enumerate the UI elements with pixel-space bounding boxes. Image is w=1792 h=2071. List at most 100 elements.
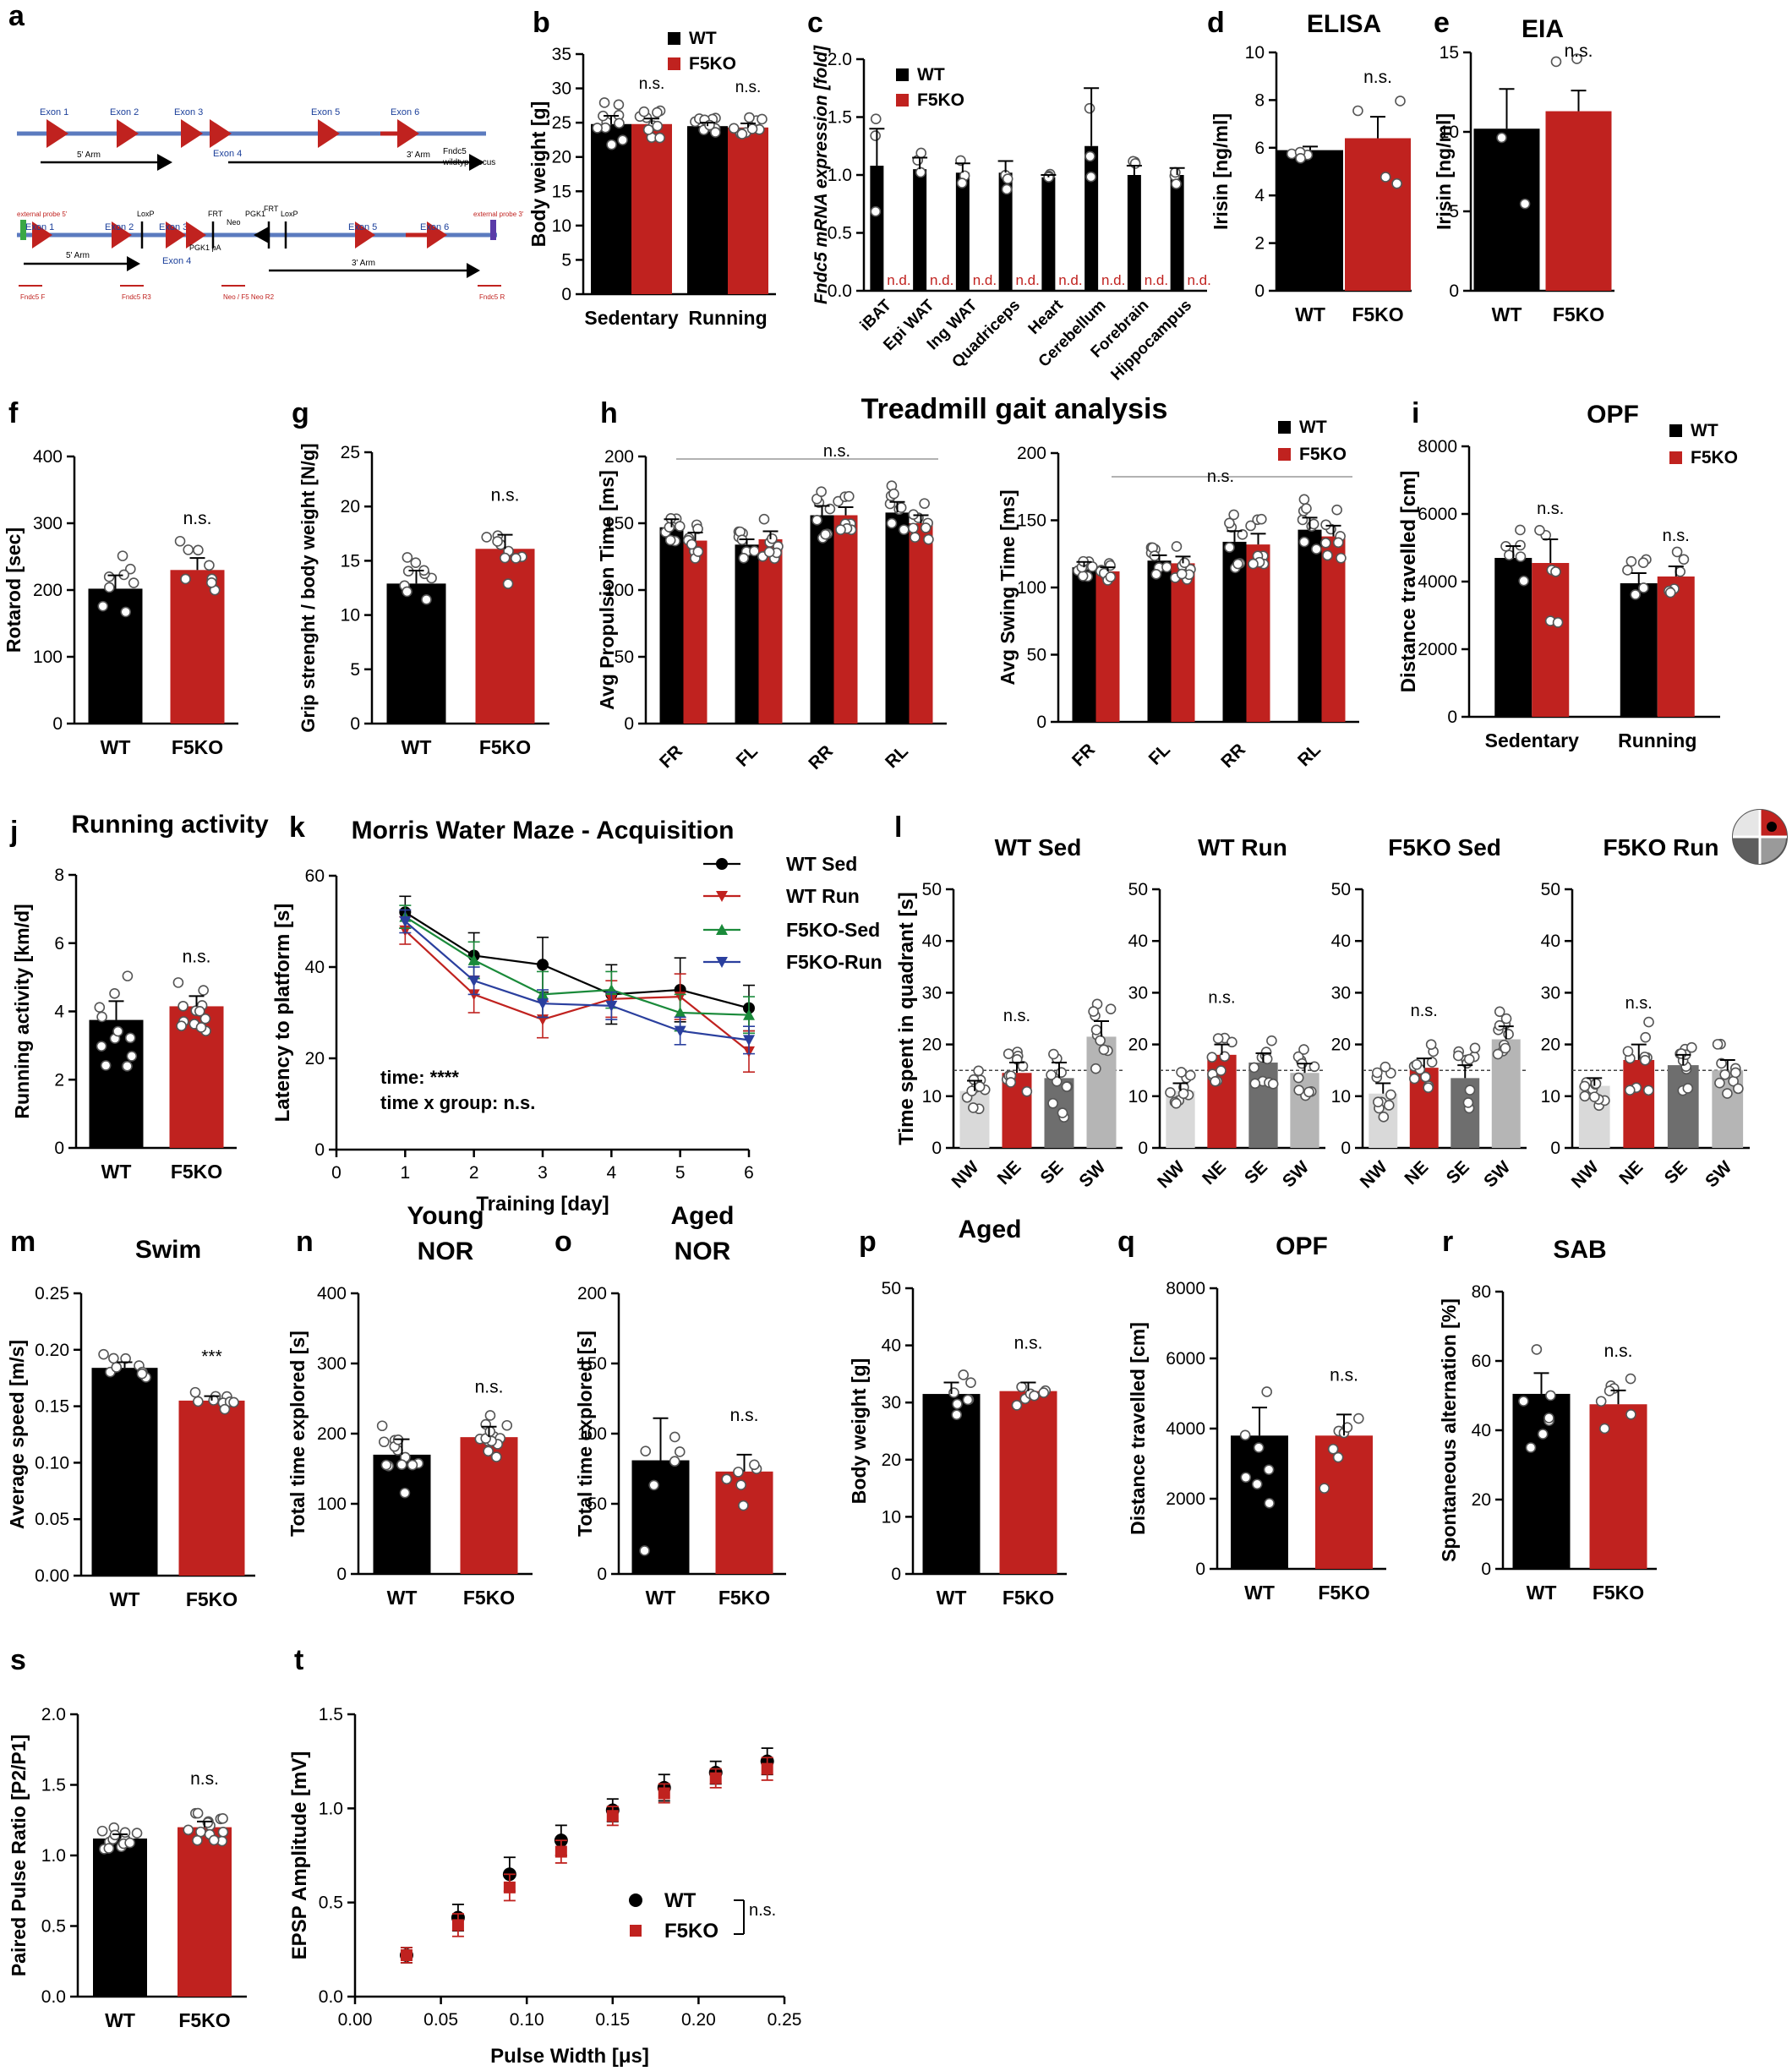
y-tick-label: 0 xyxy=(1138,1139,1148,1158)
y-tick-label: 0.00 xyxy=(35,1566,69,1586)
data-point xyxy=(899,524,910,535)
data-point xyxy=(767,533,778,544)
chart-title: Swim xyxy=(135,1236,201,1264)
data-point xyxy=(758,513,770,525)
bar xyxy=(1147,560,1172,722)
bar xyxy=(475,549,535,724)
data-point xyxy=(1292,1072,1304,1084)
series-point xyxy=(606,1810,619,1822)
bar xyxy=(1290,1073,1319,1148)
bar xyxy=(91,1368,158,1576)
data-point xyxy=(1264,1497,1275,1509)
data-point xyxy=(613,99,625,111)
data-point xyxy=(617,134,628,145)
y-axis-label: Time spent in quadrant [s] xyxy=(895,892,918,1145)
data-point xyxy=(1469,1042,1481,1054)
series-point xyxy=(674,1007,686,1018)
data-point xyxy=(1331,504,1342,516)
chart-title: F5KO Run xyxy=(1604,834,1719,861)
series-point xyxy=(537,998,549,1010)
x-tick-label: Sedentary xyxy=(584,307,678,329)
y-tick-label: 100 xyxy=(317,1495,347,1514)
data-point xyxy=(183,544,194,555)
data-point xyxy=(1729,1067,1741,1079)
exon-label: Exon 5 xyxy=(348,222,377,232)
legend-swatch-wt xyxy=(896,68,909,81)
series-point xyxy=(674,1025,686,1037)
data-point xyxy=(1240,1472,1252,1484)
data-point xyxy=(1150,569,1162,580)
series-point xyxy=(400,1949,412,1962)
y-tick-label: 200 xyxy=(577,1284,607,1303)
bar xyxy=(170,570,225,724)
data-point xyxy=(1638,582,1649,593)
data-point xyxy=(380,1459,392,1471)
exon-marker xyxy=(186,221,206,249)
annotation: n.s. xyxy=(1003,1007,1030,1025)
bar xyxy=(386,583,446,724)
x-tick-label: NW xyxy=(948,1157,983,1192)
x-tick-label: F5KO xyxy=(1553,303,1604,325)
panel-letter: n xyxy=(296,1226,314,1258)
data-point xyxy=(483,1445,494,1457)
legend-label-f5ko: F5KO xyxy=(664,1920,718,1943)
exon-label: Exon 4 xyxy=(162,256,191,266)
data-point xyxy=(176,1020,187,1031)
y-tick-label: 50 xyxy=(1027,646,1046,665)
y-tick-label: 100 xyxy=(33,648,63,667)
y-tick-label: 20 xyxy=(552,148,571,167)
data-point xyxy=(648,1479,659,1491)
y-tick-label: 0.25 xyxy=(35,1284,69,1303)
data-point xyxy=(1016,1381,1027,1393)
data-point xyxy=(131,1828,143,1839)
data-point xyxy=(1500,1042,1511,1054)
exon-label: Exon 3 xyxy=(174,107,203,117)
data-point xyxy=(1212,1033,1224,1044)
chart-title: WT Sed xyxy=(995,834,1082,861)
x-tick-label: 3 xyxy=(538,1163,548,1183)
annotation: n.s. xyxy=(1014,1334,1043,1353)
panel-letter: g xyxy=(292,397,309,429)
panel-letter: t xyxy=(294,1644,303,1676)
data-point xyxy=(1171,541,1183,552)
quadrant-nw xyxy=(1733,810,1760,837)
data-point xyxy=(1320,519,1331,531)
y-axis-label: Running activity [km/d] xyxy=(11,904,33,1118)
x-tick-label: WT xyxy=(101,1161,132,1183)
data-point xyxy=(1336,552,1347,564)
y-tick-label: 1.5 xyxy=(41,1776,66,1795)
data-point xyxy=(192,1807,204,1819)
data-point xyxy=(1733,1083,1744,1095)
y-tick-label: 5 xyxy=(1449,202,1459,221)
panel-letter: b xyxy=(533,7,550,39)
y-tick-label: 30 xyxy=(1541,983,1560,1003)
bar xyxy=(1315,1435,1373,1569)
data-point xyxy=(1385,1089,1396,1101)
exon-label: Exon 1 xyxy=(40,107,68,117)
panel-o: 0 50 100 150 200 WT F5KO n.s. Aged NOR Total time … xyxy=(574,1202,786,1609)
data-point xyxy=(1664,587,1676,598)
data-point xyxy=(1543,1413,1554,1423)
data-point xyxy=(1090,1063,1101,1074)
y-tick-label: 8 xyxy=(54,866,64,885)
data-point xyxy=(120,606,132,618)
data-point xyxy=(1176,1067,1187,1078)
panel-letter: f xyxy=(8,397,19,429)
data-point xyxy=(1228,509,1239,521)
y-tick-label: 10 xyxy=(882,1507,901,1527)
panel-k: 0 20 40 60 0 1 2 3 4 5 6 WT Sed WT Run F5KO-Sed F5KO-R… xyxy=(271,817,882,1216)
x-tick-label: WT xyxy=(1295,303,1325,325)
data-point xyxy=(1249,1078,1261,1090)
chart-title: Treadmill gait analysis xyxy=(861,393,1168,425)
data-point xyxy=(1519,198,1531,210)
y-tick-label: 10 xyxy=(552,216,571,236)
y-axis-label: Grip strenght / body weight [N/g] xyxy=(298,443,319,732)
x-tick-label: RL xyxy=(1294,740,1325,770)
x-tick-label: 0.20 xyxy=(681,2010,716,2030)
series-point xyxy=(399,916,412,927)
y-axis-label: Latency to platform [s] xyxy=(271,904,294,1123)
y-tick-label: 50 xyxy=(882,1279,901,1298)
chart-title: NOR xyxy=(418,1238,474,1265)
data-point xyxy=(763,546,775,558)
legend-label-wt: WT xyxy=(1299,418,1327,437)
